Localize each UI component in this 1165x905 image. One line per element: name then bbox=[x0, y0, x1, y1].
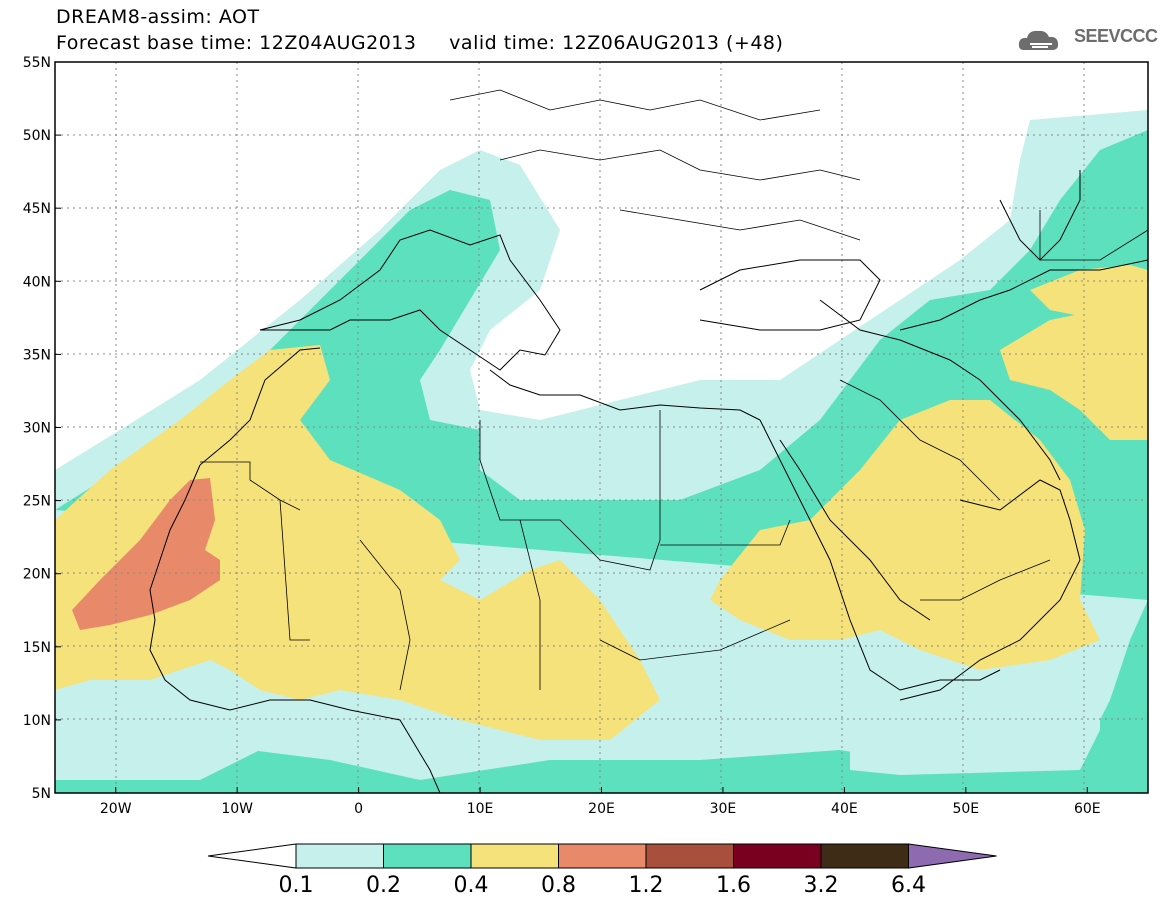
title-line-1: DREAM8-assim: AOT bbox=[56, 6, 260, 28]
graticule bbox=[55, 62, 1148, 793]
lat-tick-label: 20N bbox=[23, 567, 51, 583]
country-borders bbox=[200, 89, 1148, 691]
title-line-2: Forecast base time: 12Z04AUG2013 valid t… bbox=[56, 32, 784, 54]
aot-zone-0.4-iran bbox=[1000, 290, 1148, 440]
axis-ticks: 55N 50N 45N 40N 35N 30N 25N 20N 15N 10N 5N 20W 10W 0 1… bbox=[23, 55, 1101, 817]
aot-zone-0.4-arabia bbox=[710, 400, 1100, 670]
lon-tick-label: 10E bbox=[467, 801, 494, 817]
lon-tick-label: 20W bbox=[100, 801, 132, 817]
lat-tick-label: 35N bbox=[23, 347, 51, 363]
lat-tick-label: 5N bbox=[32, 786, 51, 802]
lon-tick-label: 40E bbox=[831, 801, 858, 817]
lat-tick-label: 50N bbox=[23, 128, 51, 144]
lon-tick-label: 20E bbox=[588, 801, 615, 817]
lat-tick-label: 45N bbox=[23, 201, 51, 217]
aot-zone-0.8 bbox=[72, 478, 220, 630]
lon-tick-label: 10W bbox=[221, 801, 253, 817]
lat-tick-label: 40N bbox=[23, 274, 51, 290]
lon-tick-label: 30E bbox=[710, 801, 737, 817]
lon-tick-label: 50E bbox=[952, 801, 979, 817]
logo-text: SEEVCCC bbox=[1074, 26, 1158, 46]
coastlines bbox=[149, 170, 1148, 793]
aot-zone-0.2 bbox=[55, 130, 1148, 793]
lon-tick-label: 0 bbox=[354, 801, 363, 817]
aot-zone-0.1-horn bbox=[850, 680, 1100, 775]
lat-tick-label: 30N bbox=[23, 421, 51, 437]
lon-tick-label: 60E bbox=[1074, 801, 1101, 817]
lat-tick-label: 25N bbox=[23, 494, 51, 510]
cloud-logo-icon bbox=[1018, 30, 1059, 50]
aot-zone-0.4-caspian bbox=[1030, 265, 1148, 320]
lat-tick-label: 55N bbox=[23, 55, 51, 71]
lat-tick-label: 15N bbox=[23, 640, 51, 656]
lat-tick-label: 10N bbox=[23, 713, 51, 729]
aot-zone-0.1-south bbox=[55, 700, 280, 780]
